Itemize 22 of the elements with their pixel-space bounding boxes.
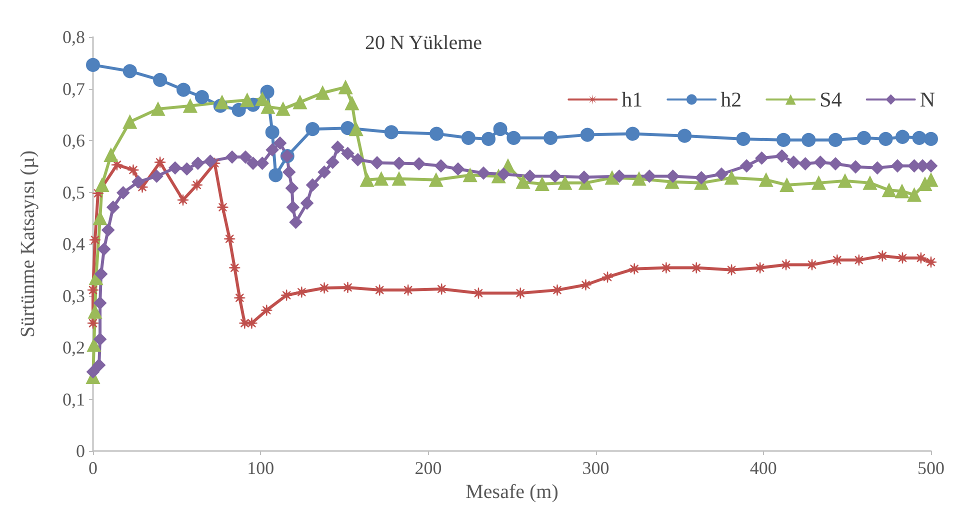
- y-tick-label: 0,4: [62, 234, 85, 254]
- x-tick-label: 400: [750, 458, 777, 478]
- chart-title: 20 N Yükleme: [365, 32, 482, 54]
- y-tick-label: 0,5: [62, 182, 85, 202]
- y-tick-label: 0,3: [62, 286, 85, 306]
- legend-label: h2: [720, 88, 742, 112]
- legend-label: N: [920, 88, 936, 112]
- x-tick-label: 500: [918, 458, 944, 478]
- x-tick-label: 300: [582, 458, 610, 478]
- x-tick-label: 100: [247, 458, 274, 478]
- x-tick-label: 200: [414, 458, 442, 478]
- y-tick-label: 0,2: [62, 338, 85, 358]
- y-axis-title: Sürtünme Katsayısı (µ): [17, 150, 39, 338]
- y-tick-label: 0: [76, 441, 85, 461]
- x-axis-title: Mesafe (m): [466, 480, 558, 503]
- y-tick-label: 0,7: [62, 78, 85, 99]
- y-tick-label: 0,1: [62, 389, 85, 410]
- x-tick-label: 0: [88, 458, 98, 478]
- legend-label: S4: [820, 88, 842, 112]
- legend-label: h1: [622, 88, 643, 112]
- y-tick-label: 0,8: [62, 27, 85, 47]
- y-tick-label: 0,6: [62, 130, 85, 150]
